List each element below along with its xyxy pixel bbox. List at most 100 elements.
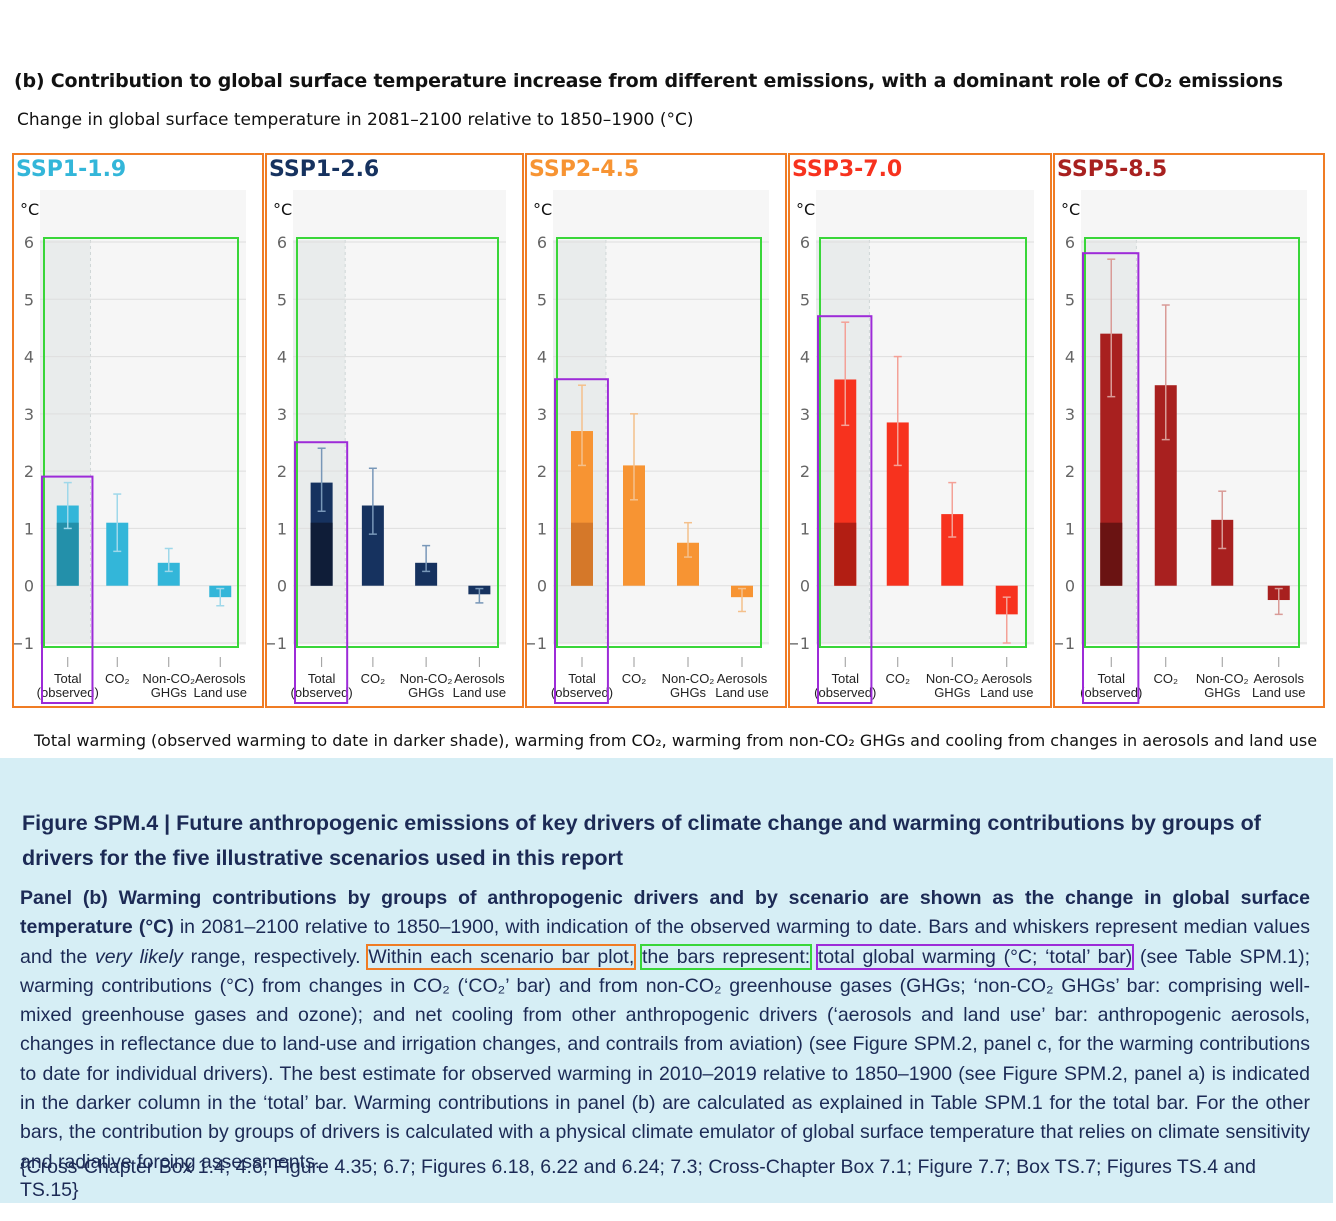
y-tick-label: 5 xyxy=(537,290,547,309)
bar-co2 xyxy=(361,505,384,586)
y-tick-label: 4 xyxy=(800,348,810,367)
bar-co2 xyxy=(623,465,645,586)
highlight-box-total xyxy=(1082,252,1140,705)
x-category-label-line2: GHGs xyxy=(151,685,188,700)
y-tick-label: 1 xyxy=(24,519,34,538)
x-category-label-line2: (observed) xyxy=(291,685,353,700)
x-category-label: Non-CO₂ xyxy=(1196,671,1249,686)
y-tick-label: 0 xyxy=(1065,577,1075,596)
x-category-label: Aerosols xyxy=(1253,671,1304,686)
y-tick-label: 3 xyxy=(800,405,810,424)
y-tick-label: 1 xyxy=(537,519,547,538)
caption-highlight-purple: total global warming (°C; ‘total’ bar) xyxy=(815,943,1135,970)
x-category-label: Total xyxy=(832,671,860,686)
bar-co2 xyxy=(106,522,129,586)
y-tick-label: 4 xyxy=(1065,348,1075,367)
caption-text-3: (see Table SPM.1); warming contributions… xyxy=(20,945,1310,1173)
highlight-box-total xyxy=(41,475,94,704)
y-tick-label: 5 xyxy=(24,290,34,309)
scenario-panel-ssp3-7-0: SSP3-7.0 °C 6 5 4 3 2 1 0 −1 Total (observed) CO₂ Non… xyxy=(788,153,1052,708)
bar-observed-portion xyxy=(56,522,79,586)
x-category-label-line2: (observed) xyxy=(551,685,613,700)
y-tick-label: 1 xyxy=(1065,519,1075,538)
scenario-panel-ssp1-2-6: SSP1-2.6 °C 6 5 4 3 2 1 0 −1 Total (observed) CO₂ Non… xyxy=(265,153,524,708)
figure-panel-title: (b) Contribution to global surface tempe… xyxy=(14,70,1283,92)
figure-panel-subtitle: Change in global surface temperature in … xyxy=(17,110,694,130)
x-category-label: Non-CO₂ xyxy=(926,671,979,686)
x-category-label-line2: Land use xyxy=(1252,685,1306,700)
x-category-label: Non-CO₂ xyxy=(662,671,715,686)
bar-observed-portion xyxy=(571,522,593,586)
highlight-box-bars xyxy=(43,237,239,648)
bar-non-co2-ghgs xyxy=(941,514,964,586)
scenario-title: SSP1-2.6 xyxy=(269,157,380,182)
x-category-label: Aerosols xyxy=(195,671,246,686)
y-tick-label: −1 xyxy=(1055,634,1075,653)
highlight-box-bars xyxy=(819,237,1027,648)
y-tick-label: 6 xyxy=(24,233,34,252)
y-tick-label: −1 xyxy=(14,634,34,653)
scenario-panel-ssp1-1-9: SSP1-1.9 °C 6 5 4 3 2 1 0 −1 Total (observed) CO₂ Non… xyxy=(12,153,264,708)
y-axis-unit: °C xyxy=(796,200,816,219)
caption-bold-lead: Panel (b) Warming contributions by group… xyxy=(20,887,1310,939)
x-category-label: Non-CO₂ xyxy=(142,671,195,686)
x-category-label: Non-CO₂ xyxy=(400,671,453,686)
bar-co2 xyxy=(886,422,909,586)
y-tick-label: −1 xyxy=(267,634,287,653)
y-tick-label: −1 xyxy=(790,634,810,653)
figure-caption-title: Figure SPM.4 | Future anthropogenic emis… xyxy=(22,811,1261,870)
y-tick-label: 4 xyxy=(24,348,34,367)
bar-observed-portion xyxy=(834,522,857,586)
x-category-label-line2: GHGs xyxy=(408,685,445,700)
scenario-title: SSP2-4.5 xyxy=(529,157,640,182)
scenario-panel-ssp5-8-5: SSP5-8.5 °C 6 5 4 3 2 1 0 −1 Total (observed) CO₂ Non… xyxy=(1053,153,1325,708)
x-category-label: CO₂ xyxy=(361,671,386,686)
y-tick-label: 6 xyxy=(277,233,287,252)
y-axis-unit: °C xyxy=(273,200,293,219)
x-category-label-line2: (observed) xyxy=(814,685,876,700)
y-tick-label: 1 xyxy=(277,519,287,538)
x-category-label: CO₂ xyxy=(622,671,647,686)
y-tick-label: 5 xyxy=(800,290,810,309)
figure-caption-body: Panel (b) Warming contributions by group… xyxy=(20,884,1310,1177)
x-category-label-line2: GHGs xyxy=(1204,685,1241,700)
highlight-box-total xyxy=(554,378,609,704)
x-category-label: CO₂ xyxy=(1153,671,1178,686)
highlight-box-total xyxy=(294,441,349,704)
y-tick-label: 6 xyxy=(800,233,810,252)
x-category-label: Total xyxy=(54,671,82,686)
x-category-label: CO₂ xyxy=(105,671,130,686)
highlight-box-bars xyxy=(1084,237,1300,648)
x-category-label: Total xyxy=(308,671,336,686)
y-tick-label: 3 xyxy=(537,405,547,424)
x-category-label: Aerosols xyxy=(981,671,1032,686)
y-tick-label: 3 xyxy=(24,405,34,424)
x-category-label: Aerosols xyxy=(454,671,505,686)
y-tick-label: 6 xyxy=(1065,233,1075,252)
y-tick-label: 5 xyxy=(277,290,287,309)
scenario-title: SSP1-1.9 xyxy=(16,157,127,182)
x-category-label-line2: GHGs xyxy=(934,685,971,700)
y-tick-label: 2 xyxy=(277,462,287,481)
scenario-title: SSP3-7.0 xyxy=(792,157,903,182)
x-category-label-line2: Land use xyxy=(980,685,1034,700)
bar-non-co2-ghgs xyxy=(157,562,180,586)
x-category-label-line2: Land use xyxy=(715,685,769,700)
x-category-label-line2: (observed) xyxy=(1080,685,1142,700)
y-axis-unit: °C xyxy=(533,200,553,219)
bar-non-co2-ghgs xyxy=(415,562,438,586)
bar-co2 xyxy=(1154,385,1177,586)
y-tick-label: −1 xyxy=(527,634,547,653)
x-category-label-line2: Land use xyxy=(194,685,248,700)
bar-non-co2-ghgs xyxy=(677,542,699,586)
x-category-label-line2: (observed) xyxy=(37,685,99,700)
x-category-label: Total xyxy=(568,671,596,686)
y-tick-label: 5 xyxy=(1065,290,1075,309)
x-category-label: Aerosols xyxy=(717,671,768,686)
bar-non-co2-ghgs xyxy=(1211,519,1234,586)
y-tick-label: 0 xyxy=(277,577,287,596)
